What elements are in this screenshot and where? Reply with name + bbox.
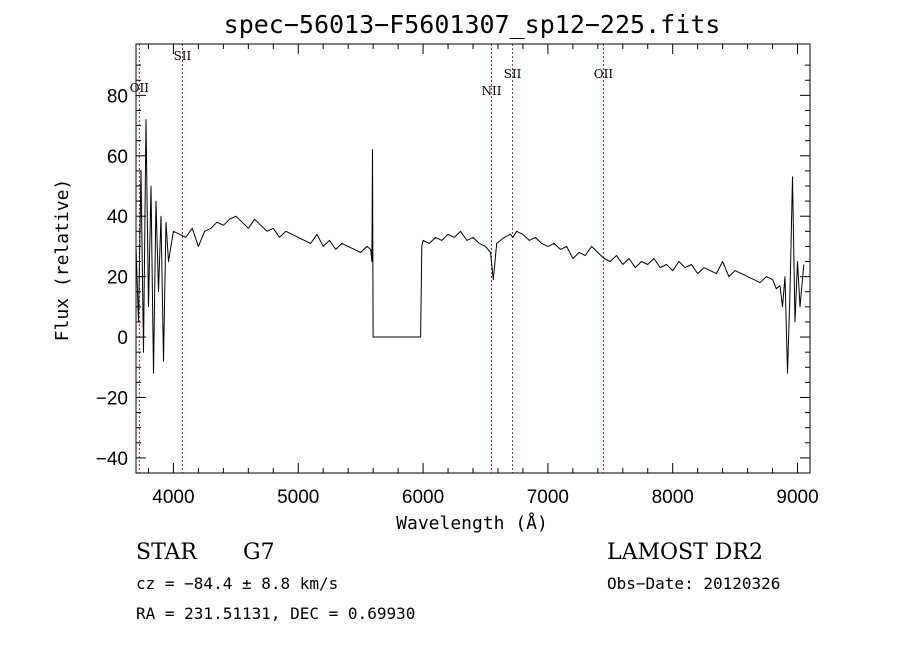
x-tick-label: 4000 <box>152 487 194 508</box>
object-class: STAR <box>136 540 198 565</box>
emission-line-label: SII <box>174 49 192 63</box>
x-axis-ticks: 4000 5000 6000 7000 8000 9000 <box>147 44 819 508</box>
emission-line-label: NII <box>481 84 501 98</box>
object-subclass: G7 <box>243 540 275 565</box>
x-tick-label: 5000 <box>277 487 319 508</box>
y-tick-label: −40 <box>96 449 128 470</box>
y-axis-label: Flux (relative) <box>52 179 73 342</box>
spectrum-series <box>135 119 805 374</box>
x-axis-label: Wavelength (Å) <box>396 512 548 534</box>
survey-name: LAMOST DR2 <box>607 540 763 565</box>
y-tick-label: 20 <box>107 268 128 289</box>
chart-title: spec−56013−F5601307_sp12−225.fits <box>224 10 721 39</box>
coordinates-text: RA = 231.51131, DEC = 0.69930 <box>136 604 415 623</box>
y-tick-label: 40 <box>107 207 128 228</box>
x-tick-label: 8000 <box>652 487 694 508</box>
obs-date-text: Obs−Date: 20120326 <box>607 574 780 593</box>
redshift-text: cz = −84.4 ± 8.8 km/s <box>136 574 338 593</box>
x-tick-label: 7000 <box>527 487 569 508</box>
y-tick-label: 60 <box>107 147 128 168</box>
emission-line-label: SII <box>504 67 522 81</box>
y-axis-ticks: −40 −20 0 20 40 60 80 <box>96 64 810 470</box>
y-tick-label: 80 <box>107 86 128 107</box>
emission-line-label: OII <box>130 81 150 95</box>
emission-line-label: OII <box>594 67 614 81</box>
y-tick-label: 0 <box>117 328 128 349</box>
x-tick-label: 6000 <box>402 487 444 508</box>
plot-frame <box>135 43 811 474</box>
spectrum-line <box>135 119 805 374</box>
x-tick-label: 9000 <box>776 487 818 508</box>
y-tick-label: −20 <box>96 388 128 409</box>
